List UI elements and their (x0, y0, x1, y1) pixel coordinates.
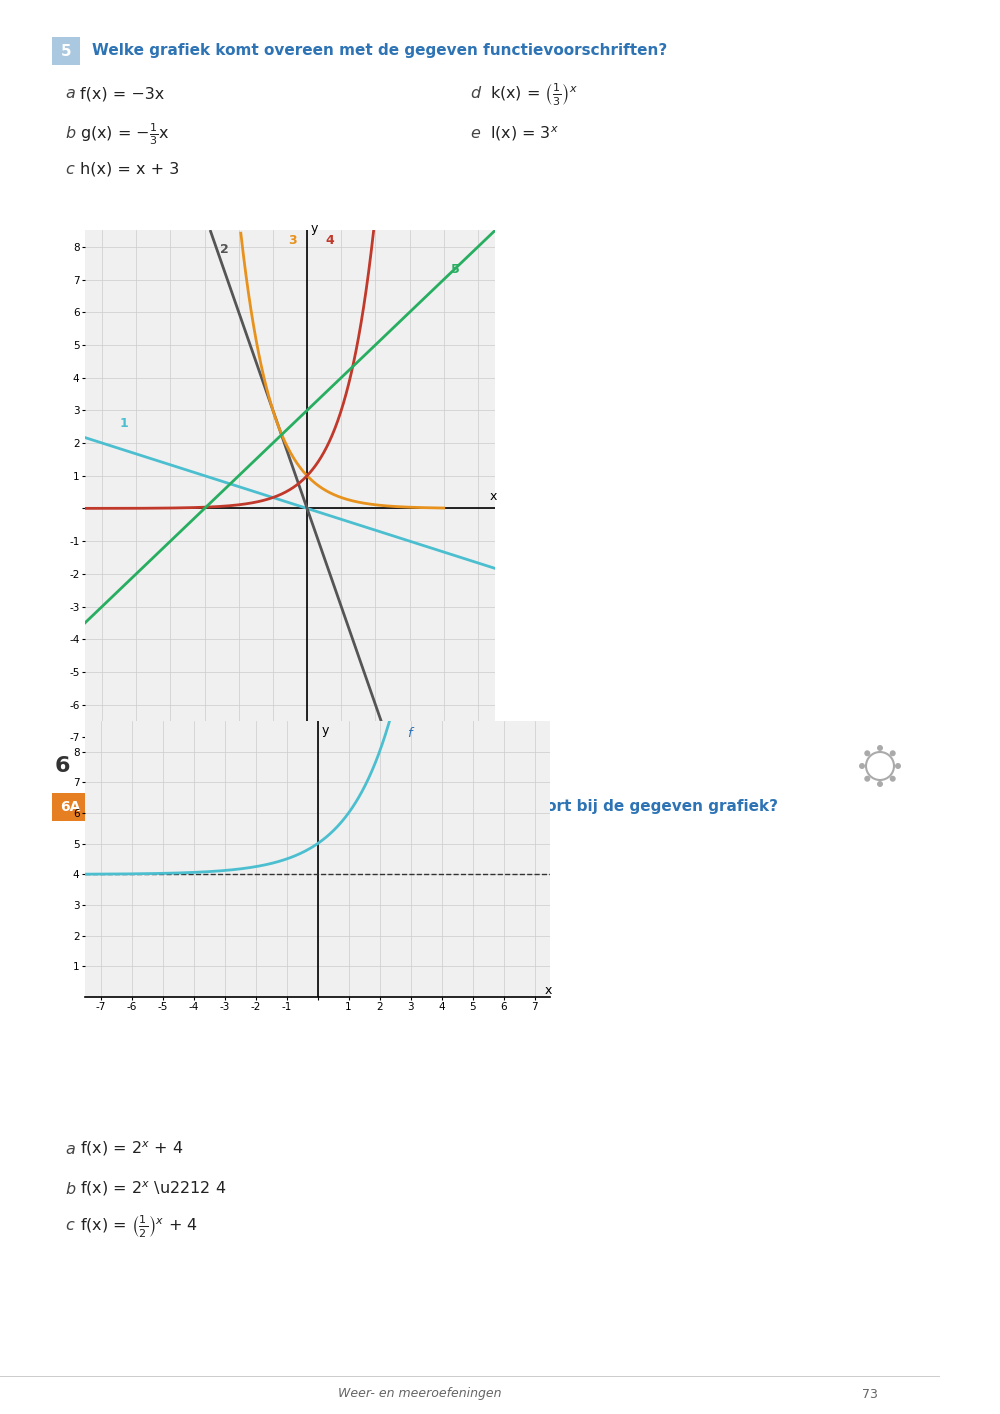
Text: f(x) = 2$^x$ \u2212 4: f(x) = 2$^x$ \u2212 4 (80, 1179, 226, 1198)
Text: f(x) = $\left(\frac{1}{2}\right)^x$ + 4: f(x) = $\left(\frac{1}{2}\right)^x$ + 4 (80, 1213, 198, 1239)
Text: d: d (470, 86, 480, 102)
Text: 3: 3 (288, 233, 297, 246)
Circle shape (877, 781, 883, 788)
Text: f(x) = −3x: f(x) = −3x (80, 86, 164, 102)
Text: Weer- en meeroefeningen: Weer- en meeroefeningen (338, 1387, 502, 1400)
Text: 1: 1 (119, 417, 128, 430)
Text: x: x (490, 491, 497, 503)
Text: c: c (65, 1219, 74, 1233)
Text: f: f (407, 727, 412, 740)
Text: 2: 2 (220, 243, 229, 256)
Text: 6A: 6A (60, 800, 80, 814)
Text: Welke van de onderstaande functievoorschriften hoort bij de gegeven grafiek?: Welke van de onderstaande functievoorsch… (100, 799, 778, 814)
Text: k(x) = $\left(\frac{1}{3}\right)^x$: k(x) = $\left(\frac{1}{3}\right)^x$ (490, 81, 578, 107)
Text: Welke grafiek komt overeen met de gegeven functievoorschriften?: Welke grafiek komt overeen met de gegeve… (92, 44, 667, 58)
Text: 5: 5 (451, 263, 459, 276)
Text: Algemene exponentiële functie: Algemene exponentiële functie (88, 756, 480, 776)
Text: b: b (65, 126, 75, 141)
Circle shape (877, 745, 883, 751)
Text: x: x (545, 984, 552, 997)
Text: e: e (470, 126, 480, 141)
Text: 6: 6 (55, 756, 70, 776)
Text: b: b (65, 1182, 75, 1196)
FancyBboxPatch shape (52, 37, 80, 65)
Text: 4: 4 (326, 233, 335, 246)
Text: a: a (65, 86, 75, 102)
Text: a: a (65, 1141, 75, 1157)
Text: 73: 73 (862, 1387, 878, 1400)
Circle shape (859, 764, 865, 769)
Text: f(x) = 2$^x$ + 4: f(x) = 2$^x$ + 4 (80, 1140, 183, 1158)
Circle shape (864, 751, 870, 756)
Text: g(x) = $-\frac{1}{3}$x: g(x) = $-\frac{1}{3}$x (80, 122, 169, 147)
Circle shape (890, 751, 896, 756)
Text: 5: 5 (61, 44, 71, 58)
Text: 4: 4 (962, 775, 978, 795)
Text: c: c (65, 161, 74, 177)
Text: l(x) = 3$^x$: l(x) = 3$^x$ (490, 124, 559, 143)
FancyBboxPatch shape (52, 793, 88, 822)
Text: y: y (311, 222, 318, 235)
Circle shape (895, 764, 901, 769)
Circle shape (890, 776, 896, 782)
Circle shape (864, 776, 870, 782)
Text: h(x) = x + 3: h(x) = x + 3 (80, 161, 179, 177)
Text: y: y (322, 724, 329, 737)
